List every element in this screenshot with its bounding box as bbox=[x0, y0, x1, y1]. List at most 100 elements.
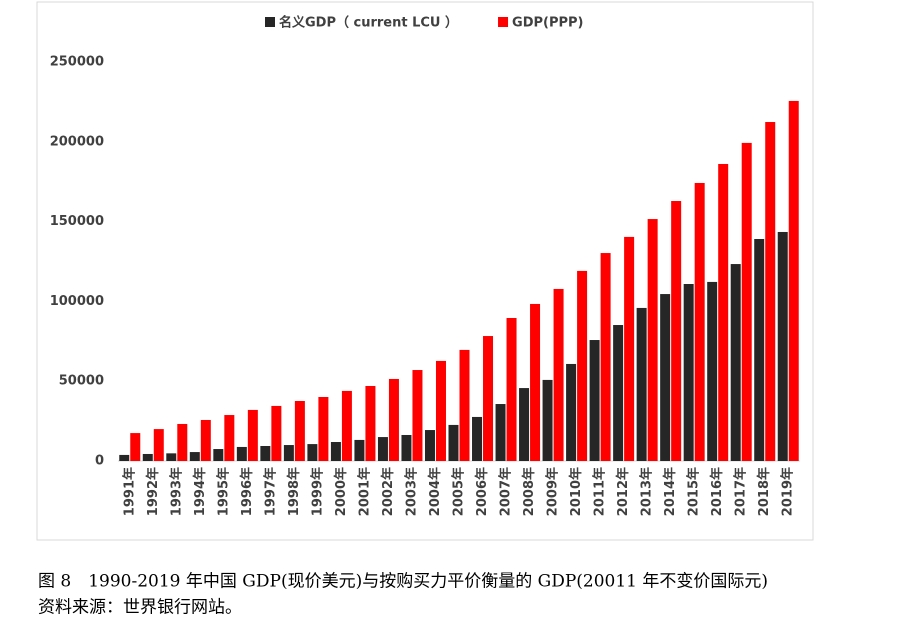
x-tick-label: 1997年 bbox=[262, 467, 278, 516]
x-tick-label: 2010年 bbox=[568, 467, 584, 516]
bar bbox=[424, 430, 435, 461]
bar bbox=[553, 288, 564, 461]
bar bbox=[177, 423, 188, 461]
x-tick-label: 1994年 bbox=[192, 467, 208, 516]
bar bbox=[236, 446, 247, 461]
legend-label: GDP(PPP) bbox=[512, 16, 583, 31]
bar bbox=[341, 390, 352, 461]
bar bbox=[247, 409, 258, 461]
legend-swatch bbox=[265, 17, 275, 27]
x-tick-label: 2008年 bbox=[521, 467, 537, 516]
bar bbox=[600, 253, 611, 461]
y-tick-label: 200000 bbox=[50, 134, 104, 149]
y-tick-label: 100000 bbox=[50, 294, 104, 309]
x-tick-label: 2015年 bbox=[686, 467, 702, 516]
bar bbox=[448, 424, 459, 461]
bar bbox=[542, 379, 553, 461]
x-tick-label: 2011年 bbox=[592, 467, 608, 516]
bar bbox=[495, 404, 506, 461]
legend-label: 名义GDP（ current LCU ） bbox=[279, 15, 458, 31]
bar bbox=[707, 281, 718, 461]
x-tick-label: 2014年 bbox=[662, 467, 678, 516]
bar bbox=[213, 449, 224, 461]
bar bbox=[200, 419, 211, 461]
bar bbox=[647, 219, 658, 461]
bar bbox=[483, 336, 494, 461]
bar bbox=[472, 416, 483, 461]
x-tick-label: 2018年 bbox=[756, 467, 772, 516]
bar bbox=[741, 142, 752, 461]
y-tick-label: 0 bbox=[95, 454, 104, 469]
x-tick-label: 2016年 bbox=[709, 467, 725, 516]
x-tick-label: 2019年 bbox=[780, 467, 796, 516]
x-tick-label: 2000年 bbox=[333, 467, 349, 516]
bar bbox=[318, 397, 329, 461]
bar bbox=[365, 385, 376, 461]
x-tick-label: 1998年 bbox=[286, 467, 302, 516]
bar bbox=[435, 360, 446, 461]
source-note: 资料来源：世界银行网站。 bbox=[38, 598, 242, 618]
bar bbox=[671, 201, 682, 461]
bar bbox=[636, 307, 647, 461]
caption: 图 8 1990-2019 年中国 GDP(现价美元)与按购买力平价衡量的 GD… bbox=[38, 572, 768, 592]
bar bbox=[166, 453, 177, 461]
bar bbox=[294, 400, 305, 461]
bar bbox=[589, 340, 600, 461]
bar bbox=[683, 284, 694, 461]
bar bbox=[730, 264, 741, 461]
x-tick-label: 1999年 bbox=[309, 467, 325, 516]
bar bbox=[260, 445, 271, 461]
x-tick-label: 2012年 bbox=[615, 467, 631, 516]
bar bbox=[718, 163, 729, 461]
bar bbox=[142, 453, 153, 461]
bar bbox=[577, 270, 588, 461]
x-tick-label: 1995年 bbox=[215, 467, 231, 516]
bar bbox=[624, 236, 635, 461]
bar bbox=[459, 349, 470, 461]
x-tick-label: 2009年 bbox=[545, 467, 561, 516]
bar bbox=[566, 363, 577, 461]
bar bbox=[189, 452, 200, 461]
bar bbox=[754, 238, 765, 461]
bar bbox=[271, 405, 282, 461]
bar bbox=[307, 444, 318, 461]
bar bbox=[519, 388, 530, 461]
bar bbox=[530, 303, 541, 461]
x-tick-label: 2017年 bbox=[733, 467, 749, 516]
bar bbox=[506, 317, 517, 461]
bar bbox=[388, 378, 399, 461]
x-tick-label: 2002年 bbox=[380, 467, 396, 516]
bar bbox=[354, 439, 365, 461]
bar bbox=[153, 429, 164, 461]
y-tick-label: 250000 bbox=[50, 55, 104, 70]
bar bbox=[412, 370, 423, 461]
x-tick-label: 2007年 bbox=[498, 467, 514, 516]
x-tick-label: 2004年 bbox=[427, 467, 443, 516]
x-tick-label: 2013年 bbox=[639, 467, 655, 516]
bar bbox=[788, 100, 799, 462]
x-tick-label: 1992年 bbox=[145, 467, 161, 516]
bar bbox=[613, 325, 624, 461]
y-tick-label: 150000 bbox=[50, 214, 104, 229]
y-tick-label: 50000 bbox=[59, 374, 104, 389]
bar bbox=[119, 454, 130, 461]
x-tick-label: 2005年 bbox=[451, 467, 467, 516]
bar bbox=[401, 434, 412, 461]
bar bbox=[377, 437, 388, 461]
bar bbox=[224, 415, 235, 461]
legend-swatch bbox=[498, 17, 509, 27]
x-tick-label: 1993年 bbox=[168, 467, 184, 516]
x-tick-label: 1991年 bbox=[121, 467, 137, 516]
bar bbox=[330, 442, 341, 461]
x-tick-label: 1996年 bbox=[239, 467, 255, 516]
bar bbox=[694, 182, 705, 461]
bar bbox=[660, 294, 671, 461]
x-tick-label: 2006年 bbox=[474, 467, 490, 516]
bar bbox=[130, 433, 141, 461]
bar bbox=[777, 231, 788, 461]
x-tick-label: 2001年 bbox=[356, 467, 372, 516]
x-tick-label: 2003年 bbox=[403, 467, 419, 516]
bar bbox=[765, 122, 776, 462]
bar bbox=[283, 445, 294, 461]
